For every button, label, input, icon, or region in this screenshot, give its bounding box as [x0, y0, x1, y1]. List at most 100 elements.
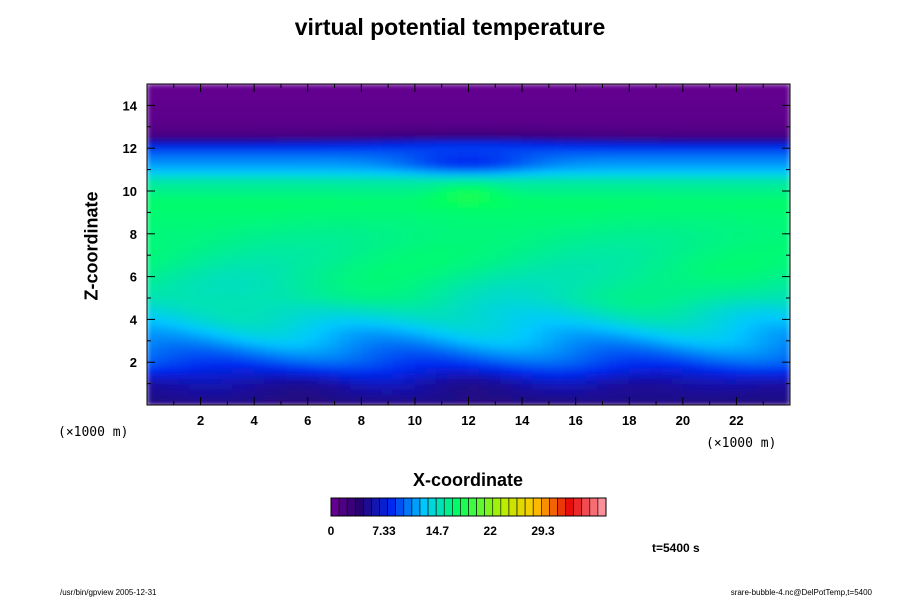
heatmap-cell	[414, 281, 427, 288]
heatmap-cell	[425, 120, 438, 128]
heatmap-cell	[339, 345, 352, 353]
heatmap-cell	[735, 110, 748, 117]
heatmap-cell	[403, 292, 416, 299]
heatmap-cell	[585, 158, 598, 165]
heatmap-cell	[585, 383, 598, 390]
heatmap-cell	[714, 254, 727, 262]
heatmap-cell	[457, 115, 470, 123]
heatmap-cell	[232, 211, 245, 219]
heatmap-cell	[607, 169, 620, 176]
heatmap-cell	[328, 334, 341, 342]
heatmap-cell	[671, 308, 684, 315]
heatmap-cell	[157, 137, 170, 144]
heatmap-cell	[532, 211, 545, 219]
heatmap-cell	[210, 351, 223, 358]
heatmap-cell	[264, 302, 277, 310]
heatmap-cell	[510, 88, 523, 96]
heatmap-cell	[575, 260, 588, 267]
heatmap-cell	[735, 201, 748, 208]
heatmap-cell	[682, 249, 695, 256]
heatmap-cell	[317, 265, 330, 272]
heatmap-cell	[178, 233, 191, 240]
heatmap-cell	[693, 104, 705, 112]
heatmap-cell	[618, 270, 630, 278]
heatmap-cell	[242, 142, 255, 149]
heatmap-cell	[414, 254, 427, 262]
heatmap-cell	[446, 308, 459, 315]
heatmap-cell	[457, 110, 470, 117]
y-tick-label: 14	[123, 98, 138, 113]
heatmap-cell	[714, 131, 727, 139]
heatmap-cell	[478, 206, 491, 214]
heatmap-cell	[382, 153, 395, 160]
heatmap-cell	[200, 249, 212, 256]
heatmap-cell	[650, 195, 663, 203]
heatmap-cell	[403, 265, 416, 272]
heatmap-cell	[585, 281, 598, 288]
heatmap-cell	[746, 270, 759, 278]
heatmap-cell	[564, 377, 577, 385]
heatmap-cell	[543, 217, 555, 224]
heatmap-cell	[414, 179, 427, 187]
heatmap-cell	[275, 308, 288, 315]
heatmap-cell	[221, 137, 234, 144]
heatmap-cell	[607, 185, 620, 192]
heatmap-cell	[425, 174, 438, 181]
heatmap-cell	[671, 195, 684, 203]
heatmap-cell	[392, 292, 405, 299]
heatmap-cell	[768, 281, 780, 288]
heatmap-cell	[660, 297, 673, 305]
heatmap-cell	[725, 211, 738, 219]
heatmap-cell	[607, 179, 620, 187]
heatmap-cell	[157, 104, 170, 112]
heatmap-cell	[242, 227, 255, 235]
heatmap-cell	[350, 88, 363, 96]
heatmap-cell	[639, 185, 652, 192]
heatmap-cell	[650, 361, 663, 369]
heatmap-cell	[307, 142, 320, 149]
heatmap-cell	[360, 217, 373, 224]
heatmap-cell	[468, 94, 480, 101]
heatmap-cell	[746, 99, 759, 107]
heatmap-cell	[189, 94, 202, 101]
heatmap-cell	[564, 324, 577, 331]
heatmap-cell	[618, 238, 630, 246]
heatmap-cell	[468, 174, 480, 181]
heatmap-cell	[307, 88, 320, 96]
heatmap-cell	[350, 195, 363, 203]
heatmap-cell	[575, 244, 588, 251]
heatmap-cell	[200, 158, 212, 165]
heatmap-cell	[543, 377, 555, 385]
heatmap-cell	[264, 163, 277, 171]
heatmap-cell	[253, 110, 266, 117]
heatmap-cell	[682, 137, 695, 144]
heatmap-cell	[360, 286, 373, 294]
heatmap-cell	[682, 233, 695, 240]
heatmap-cell	[242, 260, 255, 267]
heatmap-cell	[403, 254, 416, 262]
heatmap-cell	[200, 308, 212, 315]
heatmap-cell	[500, 399, 513, 405]
heatmap-cell	[500, 377, 513, 385]
heatmap-cell	[157, 265, 170, 272]
heatmap-cell	[521, 179, 534, 187]
heatmap-cell	[757, 361, 770, 369]
heatmap-cell	[147, 104, 159, 112]
colorbar-tick-label: 22	[484, 524, 498, 538]
heatmap-cell	[371, 88, 384, 96]
heatmap-cell	[189, 340, 202, 347]
heatmap-cell	[682, 361, 695, 369]
heatmap-cell	[317, 195, 330, 203]
heatmap-cell	[489, 308, 502, 315]
heatmap-cell	[382, 372, 395, 379]
heatmap-cell	[242, 270, 255, 278]
heatmap-cell	[414, 115, 427, 123]
heatmap-cell	[210, 131, 223, 139]
heatmap-cell	[650, 169, 663, 176]
heatmap-cell	[392, 377, 405, 385]
heatmap-cell	[510, 399, 523, 405]
heatmap-cell	[425, 227, 438, 235]
heatmap-cell	[478, 383, 491, 390]
heatmap-cell	[585, 254, 598, 262]
heatmap-cell	[671, 163, 684, 171]
